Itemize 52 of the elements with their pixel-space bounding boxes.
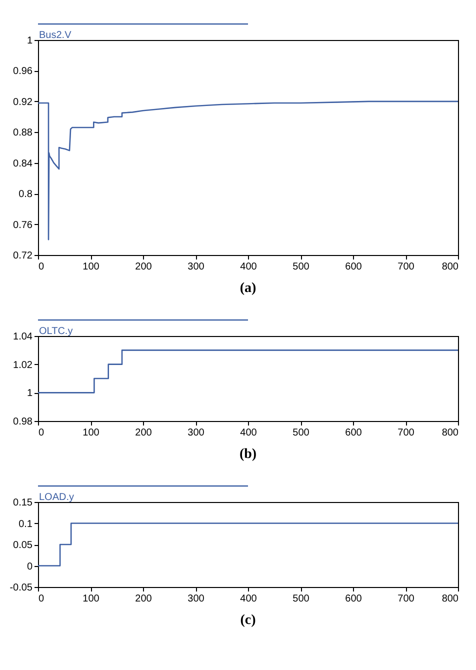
x-tick-label: 400 — [240, 262, 258, 272]
text: (a) — [240, 281, 256, 296]
x-tick-label: 600 — [345, 428, 362, 438]
x-tick-label: 0 — [38, 594, 44, 604]
x-tick-label: 0 — [38, 428, 44, 438]
y-tick-label: 1 — [26, 388, 33, 400]
x-tick-label: 100 — [82, 262, 100, 272]
x-tick-label: 200 — [135, 262, 152, 272]
x-tick-label: 100 — [82, 594, 100, 604]
y-tick-label: 0.8 — [18, 189, 33, 200]
x-tick-label: 500 — [292, 428, 310, 438]
x-tick-label: 800 — [442, 594, 459, 604]
y-tick-label: 1.04 — [13, 332, 33, 342]
text: OLTC.y — [39, 326, 73, 337]
y-tick-label: 0.76 — [13, 220, 33, 231]
y-tick-label: 0.84 — [13, 158, 33, 170]
x-tick-label: 400 — [240, 594, 258, 604]
x-tick-label: 300 — [188, 262, 205, 272]
y-tick-label: -0.05 — [10, 582, 33, 594]
x-tick-label: 300 — [188, 428, 205, 438]
text: LOAD.y — [39, 492, 74, 503]
y-tick-label: 0.15 — [13, 498, 33, 508]
x-tick-label: 200 — [135, 594, 152, 604]
y-tick-label: 0.72 — [13, 250, 33, 262]
x-tick-label: 800 — [442, 262, 459, 272]
y-tick-label: 1.02 — [13, 360, 33, 371]
x-tick-label: 700 — [398, 594, 415, 604]
y-tick-label: 0.1 — [18, 518, 33, 530]
x-tick-label: 500 — [292, 262, 310, 272]
line-series — [37, 350, 459, 394]
x-tick-label: 500 — [292, 594, 310, 604]
x-tick-label: 400 — [240, 428, 258, 438]
x-tick-label: 700 — [398, 428, 415, 438]
x-tick-label: 300 — [188, 594, 205, 604]
x-tick-label: 0 — [38, 262, 44, 272]
y-tick-label: 0.98 — [13, 416, 33, 428]
x-tick-label: 700 — [398, 262, 415, 272]
y-tick-label: 1 — [26, 36, 33, 46]
x-tick-label: 100 — [82, 428, 100, 438]
y-tick-label: 0.92 — [13, 96, 33, 108]
text: (c) — [240, 613, 256, 628]
text: (b) — [239, 447, 257, 462]
line-series — [37, 100, 459, 240]
y-tick-label: 0.88 — [13, 128, 33, 139]
x-tick-label: 600 — [345, 262, 362, 272]
x-tick-label: 600 — [345, 594, 362, 604]
y-tick-label: 0.05 — [13, 540, 33, 551]
y-tick-label: 0.96 — [13, 66, 33, 78]
y-tick-label: 0 — [26, 561, 33, 572]
x-tick-label: 200 — [135, 428, 152, 438]
text: Bus2.V — [39, 30, 72, 41]
x-tick-label: 800 — [442, 428, 459, 438]
